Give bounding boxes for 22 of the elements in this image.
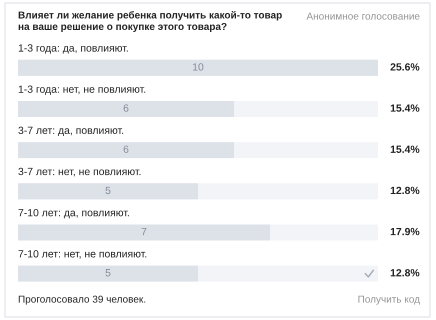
data-label: 10 [193, 63, 204, 71]
y-tick-label: 1-3 года: нет, не повлияют. [18, 85, 146, 95]
y-tick-label: 3-7 лет: да, повлияют. [18, 126, 124, 136]
text: 15.4% [390, 104, 420, 112]
data-label: 6 [124, 104, 128, 112]
data-label: 5 [106, 269, 110, 276]
text: Получить код [358, 296, 420, 305]
data-label: 5 [106, 186, 110, 194]
y-tick-label: 1-3 года: да, повлияют. [18, 44, 128, 54]
text: 17.9% [390, 228, 420, 236]
y-tick-label: 7-10 лет: да, повлияют. [18, 208, 129, 218]
text: 15.4% [390, 146, 420, 153]
chart-title: Влияет ли желание ребенка получить какой-то товар на ваше решение о покупке этого товара? [18, 11, 282, 32]
text: 25.6% [390, 63, 420, 71]
y-tick-label: 7-10 лет: нет, не повлияют. [18, 250, 146, 259]
text: 12.8% [390, 269, 420, 276]
text: 12.8% [390, 186, 420, 194]
text: Анонимное голосование [306, 12, 420, 20]
y-tick-label: 3-7 лет: нет, не повлияют. [18, 168, 140, 176]
data-label: 6 [124, 146, 128, 153]
text: Проголосовало 39 человек. [18, 296, 146, 305]
data-label: 7 [142, 228, 146, 236]
